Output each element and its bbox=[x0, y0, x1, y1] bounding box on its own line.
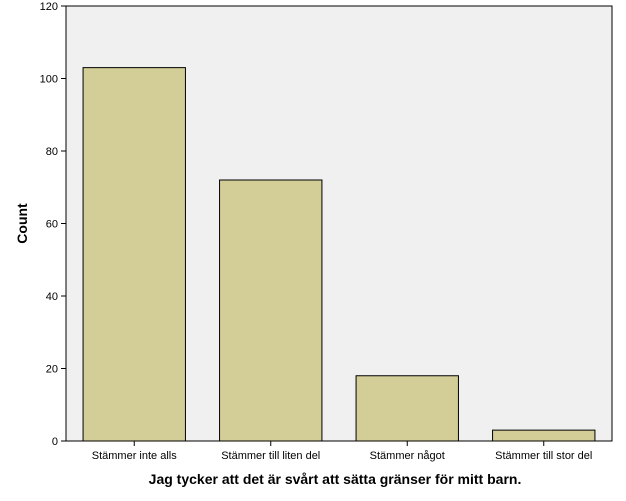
y-tick-label: 60 bbox=[46, 219, 58, 231]
x-tick-label: Stämmer till liten del bbox=[221, 450, 320, 462]
bar bbox=[82, 67, 186, 442]
bar bbox=[492, 429, 596, 442]
y-tick-label: 120 bbox=[40, 1, 58, 13]
y-axis: 0 20 40 60 80 100 120 bbox=[40, 1, 66, 448]
y-tick-label: 100 bbox=[40, 74, 58, 86]
x-tick-label: Stämmer till stor del bbox=[495, 450, 592, 462]
y-tick-label: 0 bbox=[52, 436, 58, 448]
x-tick-label: Stämmer inte alls bbox=[92, 450, 177, 462]
bar bbox=[355, 375, 459, 442]
x-axis-title: Jag tycker att det är svårt att sätta gr… bbox=[149, 471, 522, 487]
y-axis-title: Count bbox=[14, 203, 30, 244]
bars bbox=[82, 67, 596, 442]
y-tick-label: 20 bbox=[46, 364, 58, 376]
x-axis: Stämmer inte alls Stämmer till liten del S… bbox=[92, 441, 592, 462]
bar bbox=[219, 179, 323, 442]
x-tick-label: Stämmer något bbox=[370, 450, 445, 462]
y-tick-label: 80 bbox=[46, 146, 58, 158]
y-tick-label: 40 bbox=[46, 291, 58, 303]
